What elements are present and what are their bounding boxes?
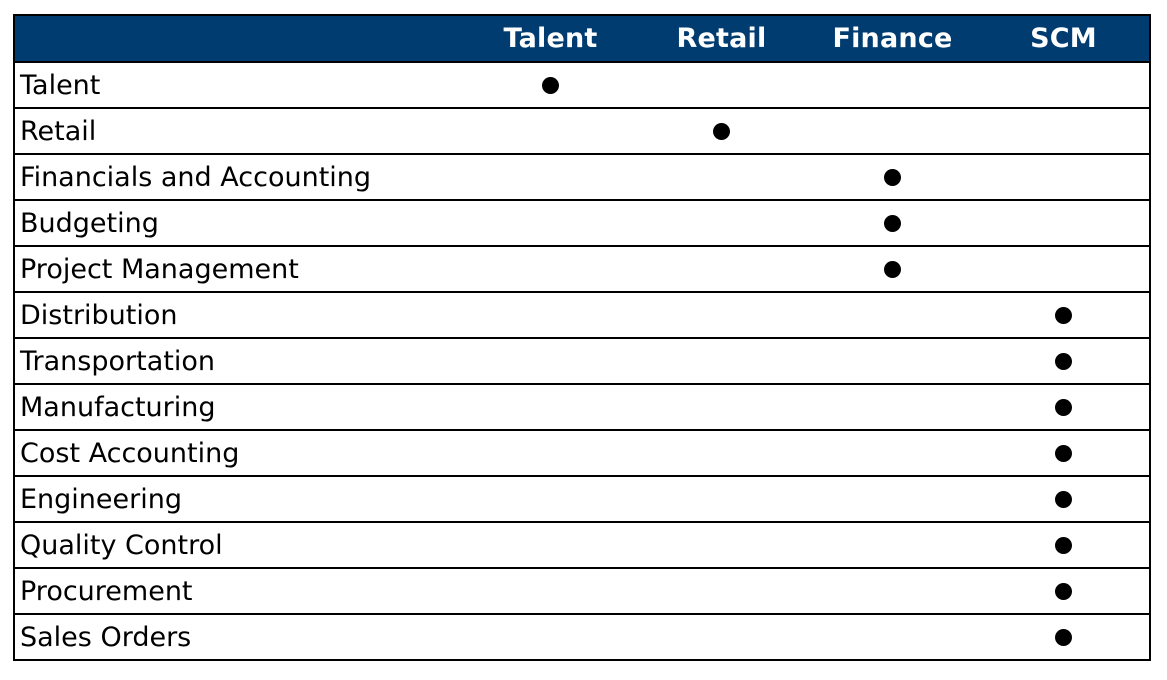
table-row: Sales Orders — [15, 615, 1149, 659]
filled-circle-icon — [1055, 490, 1072, 508]
mark-cell-scm — [978, 385, 1149, 429]
mark-cell-retail — [636, 63, 807, 107]
row-label: Budgeting — [20, 207, 159, 239]
module-matrix-table: Talent Retail Finance SCM Talent Retail Fi… — [13, 14, 1151, 661]
table-row: Financials and Accounting — [15, 155, 1149, 201]
mark-cell-finance — [807, 385, 978, 429]
column-header-finance: Finance — [832, 23, 953, 54]
filled-circle-icon — [1055, 536, 1072, 554]
mark-cell-talent — [465, 201, 636, 245]
filled-circle-icon — [884, 214, 901, 232]
row-label: Retail — [20, 115, 97, 147]
mark-cell-talent — [465, 523, 636, 567]
row-label: Financials and Accounting — [20, 161, 372, 193]
column-header-scm: SCM — [1030, 23, 1097, 54]
mark-cell-retail — [636, 339, 807, 383]
mark-cell-talent — [465, 155, 636, 199]
table-row: Cost Accounting — [15, 431, 1149, 477]
filled-circle-icon — [1055, 398, 1072, 416]
header-empty-cell — [15, 16, 465, 61]
mark-cell-finance — [807, 431, 978, 475]
row-label: Engineering — [20, 483, 182, 515]
mark-cell-scm — [978, 523, 1149, 567]
row-label: Talent — [20, 69, 101, 101]
table-row: Budgeting — [15, 201, 1149, 247]
row-label: Cost Accounting — [20, 437, 240, 469]
mark-cell-scm — [978, 247, 1149, 291]
mark-cell-retail — [636, 201, 807, 245]
mark-cell-scm — [978, 431, 1149, 475]
filled-circle-icon — [542, 76, 559, 94]
mark-cell-talent — [465, 339, 636, 383]
table-row: Quality Control — [15, 523, 1149, 569]
mark-cell-scm — [978, 201, 1149, 245]
mark-cell-finance — [807, 109, 978, 153]
mark-cell-retail — [636, 523, 807, 567]
table-row: Project Management — [15, 247, 1149, 293]
table-header-row: Talent Retail Finance SCM — [15, 16, 1149, 63]
table-row: Retail — [15, 109, 1149, 155]
filled-circle-icon — [713, 122, 730, 140]
mark-cell-scm — [978, 293, 1149, 337]
mark-cell-scm — [978, 109, 1149, 153]
mark-cell-retail — [636, 155, 807, 199]
mark-cell-retail — [636, 477, 807, 521]
row-label: Procurement — [20, 575, 193, 607]
row-label: Manufacturing — [20, 391, 216, 423]
row-label: Distribution — [20, 299, 178, 331]
mark-cell-retail — [636, 293, 807, 337]
mark-cell-talent — [465, 63, 636, 107]
mark-cell-talent — [465, 247, 636, 291]
mark-cell-scm — [978, 155, 1149, 199]
mark-cell-scm — [978, 569, 1149, 613]
table-row: Engineering — [15, 477, 1149, 523]
mark-cell-talent — [465, 431, 636, 475]
column-header-talent: Talent — [503, 23, 598, 54]
mark-cell-talent — [465, 569, 636, 613]
row-label: Project Management — [20, 253, 299, 285]
filled-circle-icon — [1055, 352, 1072, 370]
filled-circle-icon — [1055, 582, 1072, 600]
mark-cell-finance — [807, 293, 978, 337]
mark-cell-finance — [807, 523, 978, 567]
mark-cell-finance — [807, 201, 978, 245]
mark-cell-retail — [636, 569, 807, 613]
mark-cell-finance — [807, 569, 978, 613]
mark-cell-scm — [978, 615, 1149, 659]
column-header-retail: Retail — [676, 23, 767, 54]
mark-cell-finance — [807, 247, 978, 291]
mark-cell-finance — [807, 339, 978, 383]
table-row: Manufacturing — [15, 385, 1149, 431]
row-label: Quality Control — [20, 529, 223, 561]
row-label: Transportation — [20, 345, 215, 377]
mark-cell-finance — [807, 63, 978, 107]
filled-circle-icon — [884, 168, 901, 186]
mark-cell-retail — [636, 615, 807, 659]
table-row: Transportation — [15, 339, 1149, 385]
mark-cell-finance — [807, 615, 978, 659]
filled-circle-icon — [1055, 628, 1072, 646]
mark-cell-talent — [465, 385, 636, 429]
table-row: Talent — [15, 63, 1149, 109]
filled-circle-icon — [1055, 444, 1072, 462]
mark-cell-talent — [465, 477, 636, 521]
filled-circle-icon — [884, 260, 901, 278]
mark-cell-retail — [636, 431, 807, 475]
mark-cell-finance — [807, 477, 978, 521]
mark-cell-scm — [978, 63, 1149, 107]
mark-cell-retail — [636, 247, 807, 291]
mark-cell-retail — [636, 385, 807, 429]
mark-cell-scm — [978, 339, 1149, 383]
mark-cell-retail — [636, 109, 807, 153]
table-row: Procurement — [15, 569, 1149, 615]
mark-cell-scm — [978, 477, 1149, 521]
mark-cell-talent — [465, 615, 636, 659]
filled-circle-icon — [1055, 306, 1072, 324]
mark-cell-talent — [465, 109, 636, 153]
row-label: Sales Orders — [20, 621, 192, 653]
table-row: Distribution — [15, 293, 1149, 339]
mark-cell-talent — [465, 293, 636, 337]
mark-cell-finance — [807, 155, 978, 199]
table-body: Talent Retail Financials and Accounting Bud… — [15, 63, 1149, 659]
